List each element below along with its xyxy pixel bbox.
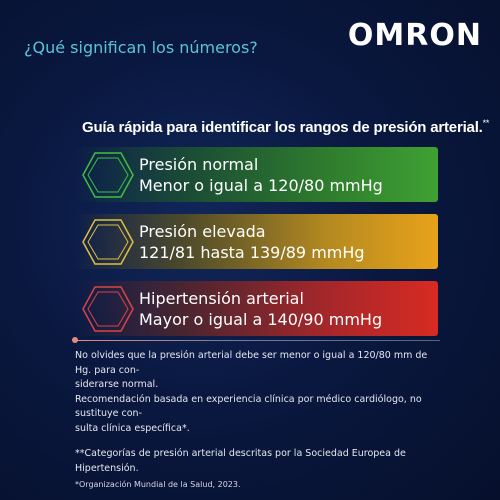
guide-title-mark: ** — [482, 118, 490, 128]
source-citation: *Organización Mundial de la Salud, 2023. — [75, 480, 241, 489]
hexagon-icon — [82, 152, 134, 198]
category-range: 121/81 hasta 139/89 mmHg — [139, 243, 365, 262]
omron-logo: OMRON — [347, 18, 482, 53]
guide-title: Guía rápida para identificar los rangos … — [82, 118, 489, 136]
category-name: Presión elevada — [139, 222, 266, 241]
category-card-normal: Presión normal Menor o igual a 120/80 mm… — [75, 147, 438, 202]
guide-title-text: Guía rápida para identificar los rangos … — [82, 119, 483, 136]
note-line: Recomendación basada en experiencia clín… — [75, 393, 422, 420]
divider — [75, 340, 440, 341]
note-line: No olvides que la presión arterial debe … — [75, 350, 428, 376]
hexagon-icon — [82, 219, 134, 265]
category-range: Menor o igual a 120/80 mmHg — [139, 176, 383, 195]
note-line: sulta clínica específica*. — [75, 422, 190, 434]
page-question: ¿Qué significan los números? — [24, 38, 258, 57]
category-card-hypertension: Hipertensión arterial Mayor o igual a 14… — [75, 281, 438, 336]
category-card-elevated: Presión elevada 121/81 hasta 139/89 mmHg — [75, 214, 438, 269]
category-name: Presión normal — [139, 155, 259, 174]
notes-block: No olvides que la presión arterial debe … — [75, 349, 445, 436]
footnote: **Categorías de presión arterial descrit… — [75, 448, 406, 474]
category-range: Mayor o igual a 140/90 mmHg — [139, 310, 383, 329]
note-line: siderarse normal. — [75, 379, 159, 390]
category-name: Hipertensión arterial — [139, 289, 304, 308]
hexagon-icon — [82, 286, 134, 332]
